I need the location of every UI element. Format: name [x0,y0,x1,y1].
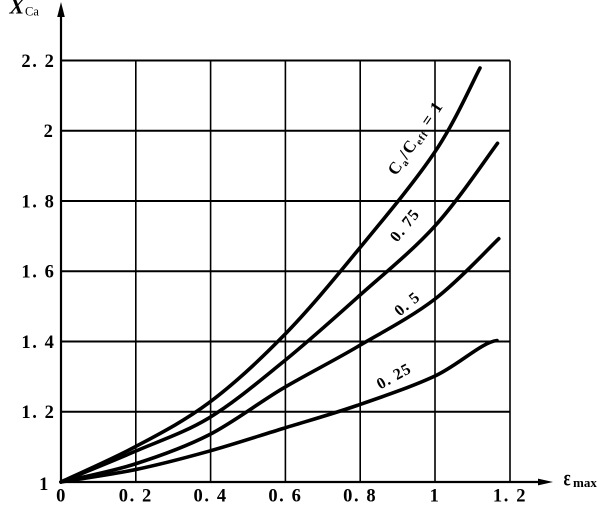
svg-text:0. 75: 0. 75 [387,206,423,245]
svg-text:0: 0 [56,487,67,507]
svg-text:1. 6: 1. 6 [21,263,55,283]
svg-text:1. 2: 1. 2 [493,487,527,507]
svg-text:2: 2 [44,122,55,142]
svg-text:1: 1 [430,487,441,507]
svg-text:max: max [573,475,597,490]
svg-text:2. 2: 2. 2 [21,52,55,72]
svg-text:0. 2: 0. 2 [119,487,153,507]
svg-text:X: X [9,0,26,19]
svg-text:1. 4: 1. 4 [21,333,55,353]
svg-text:ε: ε [564,466,571,491]
svg-text:1. 2: 1. 2 [21,403,55,423]
svg-text:0. 8: 0. 8 [343,487,377,507]
svg-text:0. 6: 0. 6 [268,487,302,507]
svg-text:Ca: Ca [25,5,39,19]
svg-text:0. 5: 0. 5 [391,289,423,320]
svg-text:1: 1 [39,475,50,495]
svg-text:1. 8: 1. 8 [21,192,55,212]
svg-text:0. 4: 0. 4 [194,487,228,507]
svg-text:Ca/Ceff = 1: Ca/Ceff = 1 [384,97,449,179]
